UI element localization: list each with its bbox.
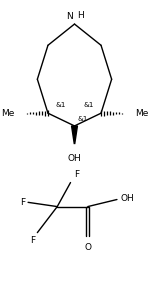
Text: F: F [20,198,25,207]
Polygon shape [72,126,77,143]
Text: O: O [84,243,91,252]
Text: &1: &1 [83,102,94,108]
Text: F: F [30,236,35,245]
Text: H: H [77,11,84,20]
Text: &1: &1 [55,102,66,108]
Text: Me: Me [135,109,148,118]
Text: N: N [66,12,73,21]
Text: &1: &1 [77,116,88,122]
Text: OH: OH [120,194,134,203]
Text: Me: Me [1,109,14,118]
Text: F: F [74,170,79,179]
Text: OH: OH [68,154,81,163]
